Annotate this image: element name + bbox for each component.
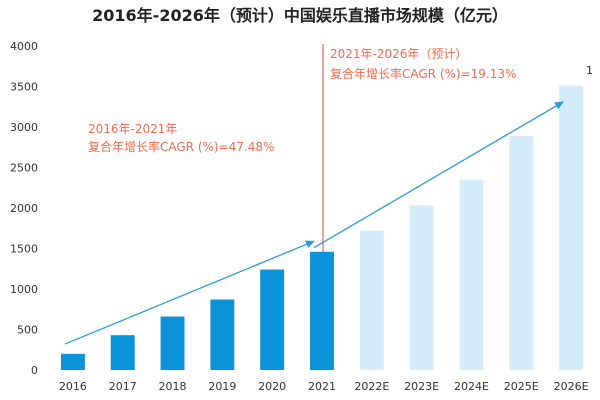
bar-2022E xyxy=(359,230,384,370)
x-tick-label: 2016 xyxy=(59,380,87,393)
x-tick-label: 2020 xyxy=(258,380,286,393)
y-axis: 0 500 1000 1500 2000 2500 3000 3500 4000 xyxy=(10,40,38,377)
cagr-annotation-value-1: 复合年增长率CAGR (%)=47.48% xyxy=(88,139,274,154)
bar-2018 xyxy=(160,316,185,370)
bars xyxy=(60,85,584,370)
y-tick-label: 3500 xyxy=(10,81,38,94)
cagr-annotation-value-2: 复合年增长率CAGR (%)=19.13% xyxy=(330,66,516,81)
x-tick-label: 2025E xyxy=(504,380,539,393)
chart-title: 2016年-2026年（预计）中国娱乐直播市场规模（亿元） xyxy=(92,6,508,25)
bar-2023E xyxy=(409,205,434,370)
bar-2026E xyxy=(559,85,584,370)
x-tick-label: 2024E xyxy=(454,380,489,393)
bar-2020 xyxy=(260,269,285,370)
y-tick-label: 0 xyxy=(31,364,38,377)
y-tick-label: 3000 xyxy=(10,121,38,134)
corner-label: 1 xyxy=(586,64,593,77)
y-tick-label: 1500 xyxy=(10,243,38,256)
y-tick-label: 4000 xyxy=(10,40,38,53)
x-tick-label: 2023E xyxy=(404,380,439,393)
bar-2021 xyxy=(310,251,334,370)
x-tick-label: 2017 xyxy=(109,380,137,393)
x-tick-label: 2019 xyxy=(208,380,236,393)
trend-arrow-2 xyxy=(313,101,564,249)
x-axis: 2016 2017 2018 2019 2020 2021 2022E 2023E 2024E 2… xyxy=(59,380,589,393)
trend-arrow-1 xyxy=(64,240,315,345)
y-tick-label: 2500 xyxy=(10,162,38,175)
bar-2016 xyxy=(60,353,85,370)
x-tick-label: 2018 xyxy=(159,380,187,393)
cagr-annotation-period-2: 2021年-2026年（预计） xyxy=(330,47,467,61)
y-tick-label: 2000 xyxy=(10,202,38,215)
x-tick-label: 2021 xyxy=(308,380,336,393)
bar-2024E xyxy=(459,179,484,370)
x-tick-label: 2022E xyxy=(354,380,389,393)
cagr-annotation-period-1: 2016年-2021年 xyxy=(88,122,177,136)
bar-2017 xyxy=(110,335,135,370)
x-tick-label: 2026E xyxy=(554,380,589,393)
bar-2025E xyxy=(509,135,534,370)
bar-2019 xyxy=(210,299,235,370)
y-tick-label: 1000 xyxy=(10,283,38,296)
y-tick-label: 500 xyxy=(17,324,38,337)
